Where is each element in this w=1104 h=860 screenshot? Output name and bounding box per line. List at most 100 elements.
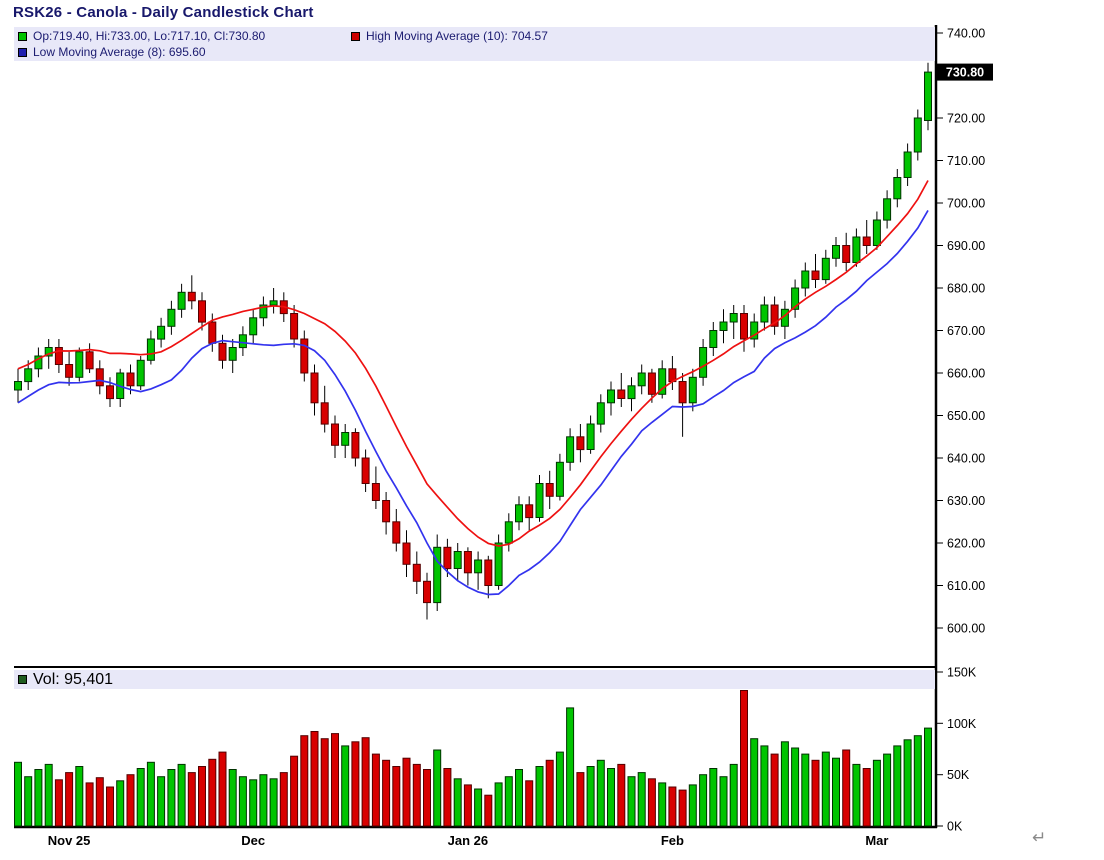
high-ma-swatch-icon: [351, 31, 360, 41]
low-ma-legend-text: Low Moving Average (8): 695.60: [33, 45, 206, 59]
volume-bar: [740, 690, 748, 827]
volume-bar: [351, 741, 360, 827]
candle-body: [474, 559, 483, 574]
volume-bar: [279, 772, 288, 827]
y-axis-label: 650.00: [947, 409, 985, 423]
candle-body: [647, 372, 656, 395]
high-ma-line: [17, 180, 929, 547]
volume-bar: [678, 789, 687, 827]
candle-body: [832, 245, 840, 259]
return-icon: ↵: [1032, 828, 1047, 847]
candle-body: [290, 313, 299, 340]
volume-bar: [85, 782, 94, 827]
candle-body: [34, 355, 43, 370]
x-axis-label: Mar: [865, 833, 888, 848]
volume-bar: [157, 776, 166, 827]
candle-body: [54, 347, 63, 365]
volume-bar: [443, 768, 452, 827]
candle-body: [187, 291, 196, 302]
candle-body: [617, 389, 626, 399]
volume-axis-label: 50K: [947, 768, 970, 782]
volume-bar: [504, 776, 513, 827]
candle-body: [269, 300, 278, 306]
y-axis-label: 740.00: [947, 27, 985, 41]
volume-bar: [34, 769, 43, 827]
candle-body: [208, 321, 217, 344]
volume-bar: [862, 768, 871, 827]
candle-body: [924, 71, 932, 121]
y-axis-label: 670.00: [947, 324, 985, 338]
volume-bar: [576, 772, 585, 827]
volume-bar: [566, 707, 575, 827]
volume-bar: [24, 776, 33, 827]
price-legend-row-2: Low Moving Average (8): 695.60: [14, 44, 935, 60]
candle-body: [126, 372, 135, 387]
volume-bar: [208, 758, 217, 827]
volume-bar: [269, 778, 278, 827]
candle-body: [228, 347, 237, 361]
volume-axis-label: 100K: [947, 717, 977, 731]
candle-body: [146, 338, 155, 361]
candle-body: [351, 432, 360, 459]
volume-bar: [852, 763, 861, 827]
volume-bar: [913, 735, 922, 827]
candle-body: [136, 359, 145, 387]
candle-body: [596, 402, 605, 425]
last-price-tag: [937, 63, 993, 81]
candle-body: [555, 461, 564, 497]
candle-body: [862, 236, 871, 246]
volume-bar: [167, 769, 176, 827]
volume-bar: [484, 794, 493, 827]
volume-bar: [187, 772, 196, 827]
volume-bar: [116, 780, 125, 827]
volume-bar: [65, 772, 74, 827]
candle-body: [331, 423, 339, 446]
volume-bar: [433, 749, 442, 827]
candle-body: [463, 551, 472, 574]
volume-bar: [842, 749, 851, 827]
candle-body: [872, 219, 881, 246]
volume-bar: [290, 755, 299, 827]
volume-bar: [637, 772, 646, 827]
x-axis-label: Nov 25: [48, 833, 91, 848]
x-axis-label: Dec: [241, 833, 265, 848]
candle-body: [607, 389, 615, 404]
volume-bar: [515, 769, 523, 827]
volume-bar: [218, 751, 227, 827]
volume-bar: [249, 779, 258, 827]
y-axis-label: 660.00: [947, 367, 985, 381]
candle-body: [515, 504, 523, 523]
candle-body: [310, 372, 319, 404]
volume-bar: [883, 753, 892, 827]
candle-body: [586, 423, 595, 450]
y-axis-label: 720.00: [947, 112, 985, 126]
last-price-text: 730.80: [946, 66, 984, 80]
y-axis-label: 690.00: [947, 239, 985, 253]
volume-bar: [412, 763, 421, 827]
volume-bar: [300, 735, 309, 827]
volume-bar: [872, 759, 881, 827]
volume-bar: [198, 766, 206, 827]
candle-body: [576, 436, 585, 451]
candle-body: [24, 368, 33, 383]
volume-swatch-icon: [18, 675, 27, 684]
candle-body: [740, 313, 748, 340]
price-legend-row-1: Op:719.40, Hi:733.00, Lo:717.10, Cl:730.…: [14, 28, 935, 44]
volume-bar: [770, 753, 779, 827]
volume-bar: [382, 759, 391, 827]
candle-body: [423, 580, 431, 604]
candle-body: [361, 457, 370, 484]
candle-body: [392, 521, 401, 544]
volume-bar: [423, 769, 431, 827]
y-axis-label: 620.00: [947, 537, 985, 551]
volume-bar: [617, 763, 626, 827]
candle-body: [238, 334, 247, 349]
y-axis-label: 710.00: [947, 154, 985, 168]
candle-body: [249, 317, 258, 336]
volume-bar: [494, 782, 503, 827]
volume-legend-text: Vol: 95,401: [33, 670, 114, 688]
candle-body: [433, 546, 442, 604]
y-axis-label: 600.00: [947, 622, 985, 636]
volume-bar: [525, 780, 534, 827]
